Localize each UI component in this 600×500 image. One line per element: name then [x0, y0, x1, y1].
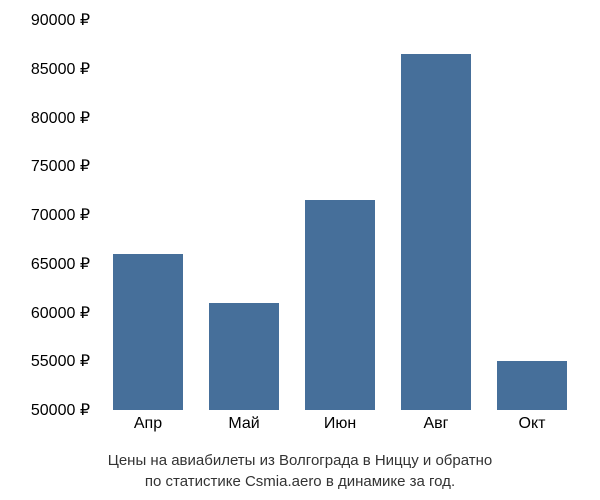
x-tick-label: Апр — [134, 415, 162, 433]
caption-line-2: по статистике Csmia.aero в динамике за г… — [0, 471, 600, 492]
y-tick-label: 85000 ₽ — [0, 59, 90, 79]
x-tick-label: Май — [228, 415, 259, 433]
bar — [497, 361, 566, 410]
x-tick-label: Окт — [519, 415, 546, 433]
plot-area — [100, 20, 580, 410]
caption-line-1: Цены на авиабилеты из Волгограда в Ниццу… — [0, 450, 600, 471]
y-tick-label: 80000 ₽ — [0, 108, 90, 128]
x-axis: Апр Май Июн Авг Окт — [100, 415, 580, 440]
y-tick-label: 65000 ₽ — [0, 254, 90, 274]
y-tick-label: 70000 ₽ — [0, 205, 90, 225]
bar — [305, 200, 374, 410]
chart-container: 50000 ₽ 55000 ₽ 60000 ₽ 65000 ₽ 70000 ₽ 75000… — [0, 0, 600, 500]
bar — [113, 254, 182, 410]
x-tick-label: Июн — [324, 415, 356, 433]
bar — [401, 54, 470, 410]
y-tick-label: 60000 ₽ — [0, 303, 90, 323]
y-tick-label: 90000 ₽ — [0, 10, 90, 30]
y-axis: 50000 ₽55000 ₽60000 ₽65000 ₽70000 ₽75000… — [0, 20, 95, 410]
y-tick-label: 50000 ₽ — [0, 400, 90, 420]
bar — [209, 303, 278, 410]
x-tick-label: Авг — [423, 415, 448, 433]
y-tick-label: 55000 ₽ — [0, 351, 90, 371]
y-tick-label: 75000 ₽ — [0, 156, 90, 176]
chart-caption: Цены на авиабилеты из Волгограда в Ниццу… — [0, 450, 600, 492]
